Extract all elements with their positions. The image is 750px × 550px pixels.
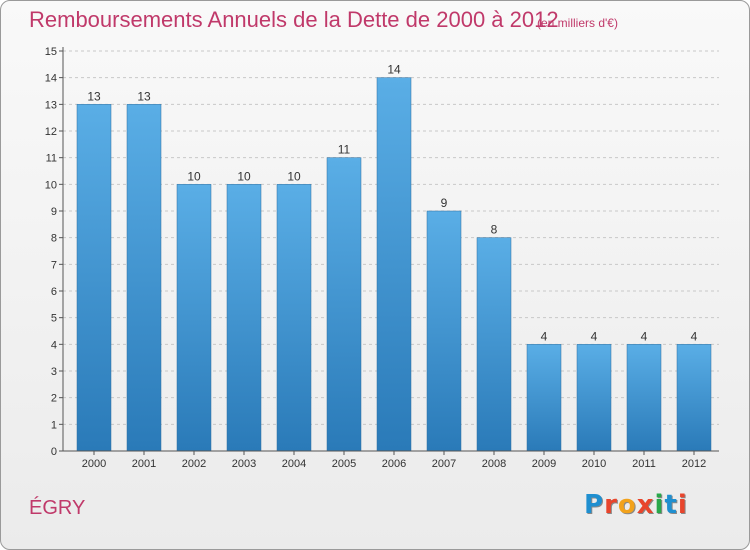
x-tick-label: 2011 — [632, 458, 656, 470]
x-tick-label: 2006 — [382, 458, 406, 470]
x-tick-label: 2000 — [82, 458, 106, 470]
bar — [376, 77, 412, 452]
y-tick-label: 13 — [45, 99, 57, 111]
bar-value-label: 13 — [137, 89, 151, 103]
bar-value-label: 4 — [691, 329, 698, 343]
y-tick-label: 9 — [51, 206, 57, 218]
bar-value-label: 10 — [237, 169, 251, 183]
proxiti-logo: Proxiti — [584, 490, 688, 520]
bar-value-label: 11 — [338, 143, 351, 157]
bar — [626, 344, 662, 452]
bar-value-label: 14 — [387, 63, 401, 77]
bar — [576, 344, 612, 452]
logo-letter: i — [677, 490, 688, 520]
bar-value-label: 8 — [491, 223, 498, 237]
y-tick-label: 4 — [51, 339, 57, 351]
bar-value-label: 10 — [187, 169, 201, 183]
x-tick-label: 2004 — [282, 458, 306, 470]
bars: 13 13 10 10 10 11 14 9 8 4 4 4 4 — [76, 63, 712, 452]
y-tick-label: 15 — [45, 46, 57, 58]
y-tick-label: 0 — [51, 446, 57, 458]
x-tick-label: 2012 — [682, 458, 706, 470]
y-tick-label: 2 — [51, 393, 57, 405]
y-tick-label: 5 — [51, 313, 57, 325]
x-tick-label: 2003 — [232, 458, 256, 470]
y-tick-label: 8 — [51, 233, 57, 245]
bar-value-label: 4 — [591, 329, 598, 343]
x-axis: 2000 2001 2002 2003 2004 2005 2006 2007 2008 2009… — [63, 450, 719, 470]
y-tick-label: 14 — [45, 73, 57, 85]
unit-note: (en milliers d'€) — [537, 16, 618, 30]
x-tick-label: 2008 — [482, 458, 506, 470]
logo-letter: P — [584, 490, 605, 520]
chart-title: Remboursements Annuels de la Dette de 20… — [29, 7, 559, 32]
x-tick-label: 2010 — [582, 458, 606, 470]
y-tick-label: 12 — [45, 126, 57, 138]
bar — [276, 184, 312, 452]
bar — [676, 344, 712, 452]
bar-value-label: 4 — [541, 329, 548, 343]
bar — [126, 104, 162, 452]
logo-letter: t — [664, 490, 678, 520]
x-tick-label: 2009 — [532, 458, 556, 470]
bar — [476, 237, 512, 452]
bar — [76, 104, 112, 452]
logo-letter: i — [654, 490, 665, 520]
bar — [226, 184, 262, 452]
logo-letter: x — [636, 490, 655, 520]
y-tick-label: 3 — [51, 366, 57, 378]
bar — [426, 210, 462, 452]
x-tick-label: 2001 — [132, 458, 156, 470]
x-tick-label: 2002 — [182, 458, 206, 470]
logo-letter: r — [604, 490, 618, 520]
bar-value-label: 13 — [87, 89, 101, 103]
bar-value-label: 9 — [441, 196, 448, 210]
bar — [326, 157, 362, 452]
bar-value-label: 10 — [287, 169, 301, 183]
y-tick-label: 11 — [46, 153, 57, 165]
y-tick-label: 1 — [51, 419, 57, 431]
x-tick-label: 2005 — [332, 458, 356, 470]
bar — [176, 184, 212, 452]
logo-letter: o — [617, 490, 637, 520]
commune-name: ÉGRY — [29, 497, 86, 519]
y-tick-label: 6 — [51, 286, 57, 298]
bar-value-label: 4 — [641, 329, 648, 343]
bar — [526, 344, 562, 452]
y-tick-label: 10 — [45, 179, 57, 191]
x-tick-label: 2007 — [432, 458, 456, 470]
y-tick-label: 7 — [51, 259, 57, 271]
